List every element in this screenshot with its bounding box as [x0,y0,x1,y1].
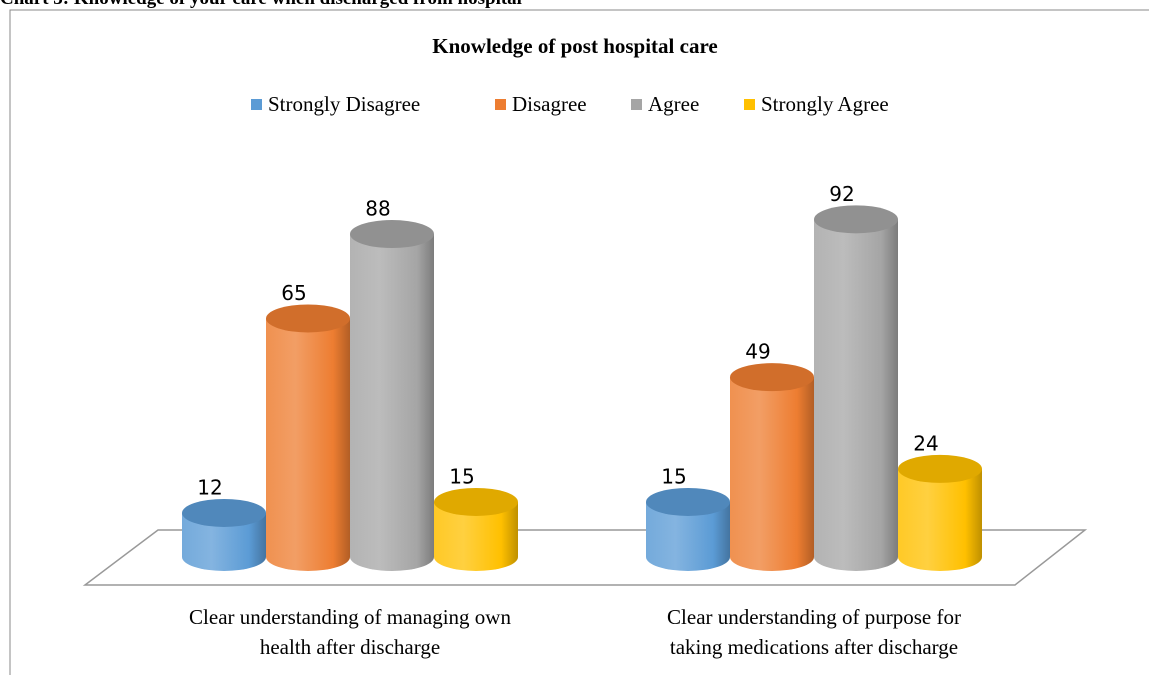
bar [434,487,518,571]
category-label: Clear understanding of managing own heal… [189,605,511,659]
data-label: 65 [281,281,306,305]
bar-body [182,512,266,571]
header: Chart 3: Knowledge of your care when dis… [0,0,522,10]
bar-top [266,304,350,333]
bar-body [646,501,730,571]
data-label: 92 [829,182,854,206]
legend-label: Strongly Agree [761,92,889,116]
bar-top [898,454,982,483]
legend-swatch [744,99,755,110]
bar [182,498,266,571]
bar-top [350,220,434,249]
bar [350,220,434,572]
legend-label: Disagree [512,92,587,116]
chart-title: Knowledge of post hospital care [432,34,717,58]
bar [814,205,898,572]
data-label: 15 [449,464,474,488]
bar-body [434,501,518,571]
bar [266,304,350,571]
legend-swatch [251,99,262,110]
data-label: 12 [197,475,222,499]
bar-top [646,487,730,516]
bar [646,487,730,571]
data-label: 15 [661,464,686,488]
bar-top [730,363,814,392]
bar-top [434,487,518,516]
bar-body [266,318,350,571]
legend-swatch [631,99,642,110]
bar-body [350,234,434,572]
chart-border [9,9,1149,675]
legend-swatch [495,99,506,110]
bar [898,454,982,571]
bar-top [814,205,898,234]
legend-label: Strongly Disagree [268,92,420,116]
data-label: 49 [745,340,770,364]
data-label: 24 [913,431,938,455]
data-label: 88 [365,197,390,221]
bar-body [730,377,814,571]
category-label: Clear understanding of purpose for takin… [667,605,961,659]
bar [730,363,814,571]
bar-body [814,219,898,572]
bar-top [182,498,266,527]
bar-body [898,468,982,571]
legend-label: Agree [648,92,699,116]
